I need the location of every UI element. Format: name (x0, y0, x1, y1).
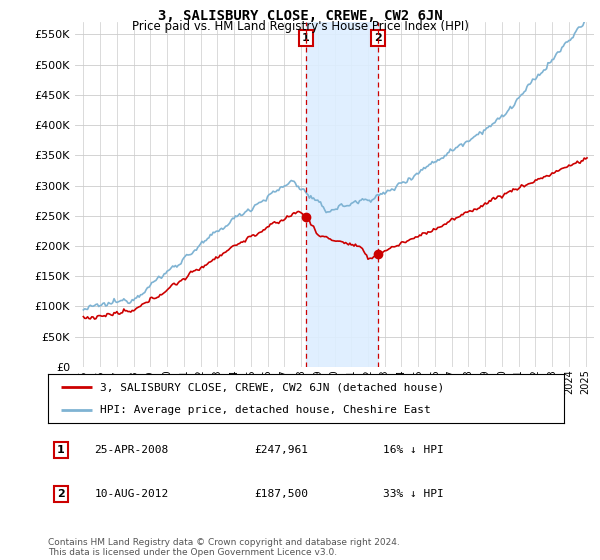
Bar (306, 22, 378, 367)
Text: 1: 1 (302, 33, 310, 43)
Text: 10-AUG-2012: 10-AUG-2012 (94, 489, 169, 499)
Text: 3, SALISBURY CLOSE, CREWE, CW2 6JN (detached house): 3, SALISBURY CLOSE, CREWE, CW2 6JN (deta… (100, 382, 444, 393)
Text: £187,500: £187,500 (254, 489, 308, 499)
Text: Price paid vs. HM Land Registry's House Price Index (HPI): Price paid vs. HM Land Registry's House … (131, 20, 469, 33)
Text: £247,961: £247,961 (254, 445, 308, 455)
Text: 25-APR-2008: 25-APR-2008 (94, 445, 169, 455)
Text: 33% ↓ HPI: 33% ↓ HPI (383, 489, 444, 499)
Text: 3, SALISBURY CLOSE, CREWE, CW2 6JN: 3, SALISBURY CLOSE, CREWE, CW2 6JN (158, 9, 442, 23)
Text: HPI: Average price, detached house, Cheshire East: HPI: Average price, detached house, Ches… (100, 405, 430, 416)
Text: 16% ↓ HPI: 16% ↓ HPI (383, 445, 444, 455)
Text: 1: 1 (57, 445, 65, 455)
Text: 2: 2 (57, 489, 65, 499)
Text: 2: 2 (374, 33, 382, 43)
Text: Contains HM Land Registry data © Crown copyright and database right 2024.
This d: Contains HM Land Registry data © Crown c… (48, 538, 400, 557)
